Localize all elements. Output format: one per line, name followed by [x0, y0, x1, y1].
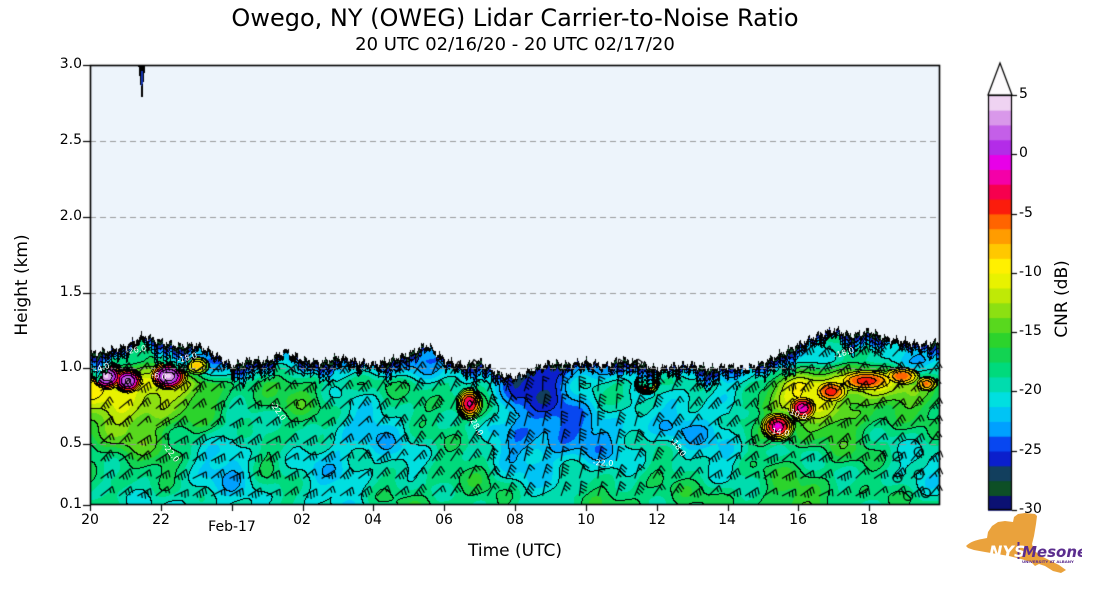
colorbar-tick-label: 0: [1019, 145, 1028, 161]
chart-subtitle: 20 UTC 02/16/20 - 20 UTC 02/17/20: [355, 34, 675, 55]
colorbar-tick-label: 5: [1019, 86, 1028, 102]
x-tick-label: 06: [435, 512, 453, 528]
x-tick-label: 02: [293, 512, 311, 528]
logo-tagline-text: UNIVERSITY AT ALBANY: [1022, 559, 1074, 564]
x-tick-label: 18: [860, 512, 878, 528]
logo-divider: [1017, 542, 1020, 559]
x-tick-label: 20: [81, 512, 99, 528]
y-tick-label: 1.0: [59, 359, 82, 375]
colorbar-tick-label: -5: [1019, 205, 1033, 221]
ny-state-shape: [966, 513, 1066, 573]
x-tick-label-date: Feb-17: [208, 519, 256, 535]
y-tick-label: 2.5: [59, 132, 82, 148]
colorbar-tick-label: -15: [1019, 323, 1042, 339]
x-axis-label: Time (UTC): [468, 541, 562, 561]
y-tick-label: 2.0: [59, 208, 82, 224]
chart-title: Owego, NY (OWEG) Lidar Carrier-to-Noise …: [231, 4, 799, 32]
x-tick-label: 08: [506, 512, 524, 528]
colorbar-tick-label: -20: [1019, 382, 1042, 398]
x-tick-label: 04: [364, 512, 382, 528]
logo-name-text: Mesonet: [1022, 543, 1082, 561]
y-axis-label: Height (km): [12, 234, 32, 336]
logo-org-text: NYS: [989, 542, 1026, 561]
x-tick-label: 12: [648, 512, 666, 528]
colorbar-tick-label: -10: [1019, 264, 1042, 280]
y-tick-label: 0.1: [59, 496, 82, 512]
nys-mesonet-logo: NYS Mesonet UNIVERSITY AT ALBANY: [966, 513, 1082, 573]
colorbar-tick-label: -25: [1019, 442, 1042, 458]
x-tick-label: 16: [789, 512, 807, 528]
y-tick-label: 3.0: [59, 56, 82, 72]
y-tick-label: 0.5: [59, 435, 82, 451]
contour-label: -22.0: [592, 457, 614, 469]
x-tick-label: 10: [577, 512, 595, 528]
colorbar-tick-label: -30: [1019, 501, 1042, 517]
x-tick-label: 22: [152, 512, 170, 528]
x-tick-label: 14: [718, 512, 736, 528]
colorbar-label: CNR (dB): [1052, 260, 1072, 338]
y-tick-label: 1.5: [59, 284, 82, 300]
